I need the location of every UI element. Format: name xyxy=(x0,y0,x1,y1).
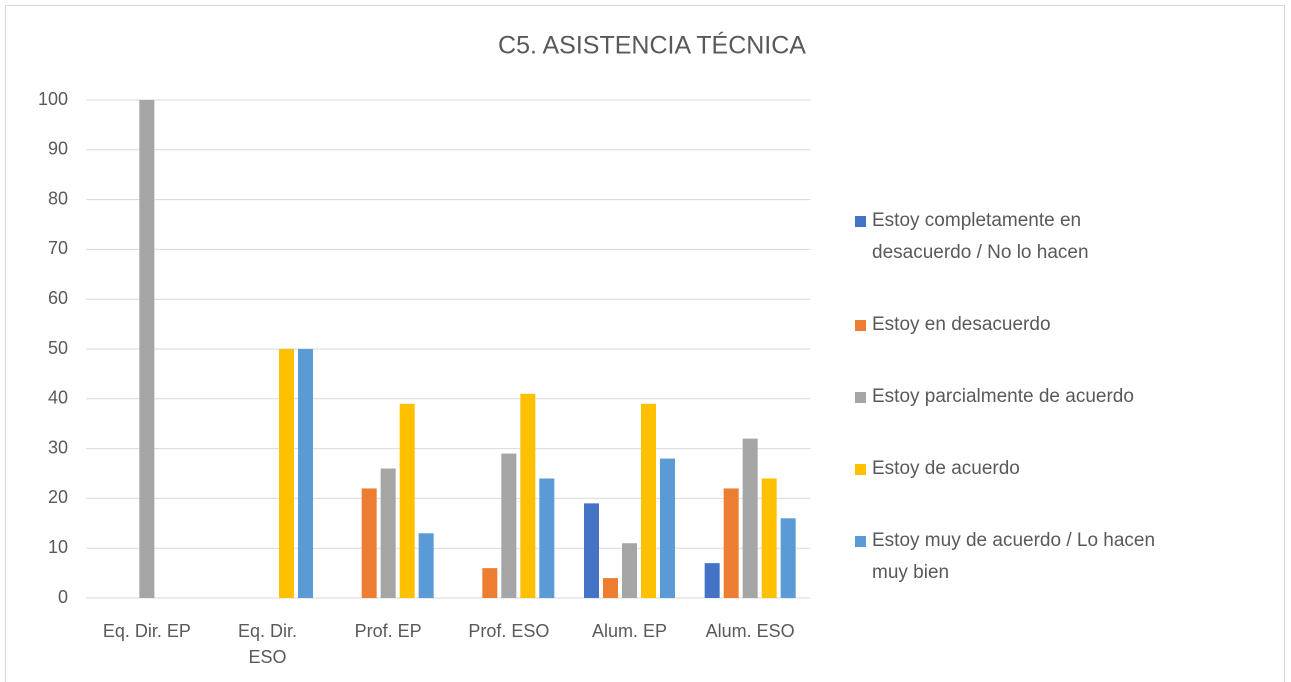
legend-swatch xyxy=(855,536,866,547)
legend-swatch xyxy=(855,392,866,403)
legend-item: Estoy muy de acuerdo / Lo hacen muy bien xyxy=(855,525,1185,589)
x-tick-label: Eq. Dir. ESO xyxy=(238,621,297,667)
y-tick-label: 60 xyxy=(48,288,68,308)
y-tick-label: 10 xyxy=(48,537,68,557)
bar xyxy=(279,349,294,598)
bar xyxy=(418,533,434,598)
bar xyxy=(298,349,313,598)
bar xyxy=(361,488,377,598)
legend-label: Estoy parcialmente de acuerdo xyxy=(872,386,1134,407)
x-tick-label: Alum. ESO xyxy=(706,621,795,641)
legend-label: Estoy de acuerdo xyxy=(872,458,1020,479)
y-tick-label: 40 xyxy=(48,388,68,408)
bar xyxy=(603,578,618,598)
bar xyxy=(723,488,739,598)
bar xyxy=(641,403,656,598)
legend: Estoy completamente en desacuerdo / No l… xyxy=(855,205,1185,629)
y-tick-label: 0 xyxy=(58,587,68,607)
chart-title: C5. ASISTENCIA TÉCNICA xyxy=(498,31,806,60)
bar xyxy=(520,393,536,598)
bar xyxy=(501,453,517,598)
y-tick-label: 50 xyxy=(48,338,68,358)
x-tick-label: Eq. Dir. EP xyxy=(103,621,191,641)
y-tick-label: 80 xyxy=(48,188,68,208)
y-tick-label: 90 xyxy=(48,139,68,159)
bar xyxy=(660,458,675,598)
y-tick-label: 30 xyxy=(48,437,68,457)
y-tick-label: 20 xyxy=(48,487,68,507)
bar xyxy=(622,543,637,598)
legend-swatch xyxy=(855,464,866,475)
bar xyxy=(704,563,720,598)
y-tick-label: 70 xyxy=(48,238,68,258)
bar xyxy=(780,518,796,598)
legend-item: Estoy de acuerdo xyxy=(855,453,1185,485)
legend-swatch xyxy=(855,320,866,331)
x-tick-label: Alum. EP xyxy=(592,621,667,641)
bar xyxy=(584,503,599,598)
legend-label: Estoy muy de acuerdo / Lo hacen muy bien xyxy=(872,530,1156,583)
bar xyxy=(742,438,758,598)
legend-label: Estoy en desacuerdo xyxy=(872,314,1051,335)
bar xyxy=(399,403,415,598)
bar xyxy=(482,568,498,598)
bar xyxy=(139,100,155,598)
legend-item: Estoy completamente en desacuerdo / No l… xyxy=(855,205,1185,269)
bar xyxy=(539,478,555,598)
bar xyxy=(380,468,396,598)
y-tick-label: 100 xyxy=(38,89,68,109)
legend-swatch xyxy=(855,216,866,227)
x-tick-label: Prof. ESO xyxy=(468,621,549,641)
legend-item: Estoy parcialmente de acuerdo xyxy=(855,381,1185,413)
x-tick-label: Prof. EP xyxy=(355,621,422,641)
legend-item: Estoy en desacuerdo xyxy=(855,309,1185,341)
chart-border xyxy=(5,5,1285,682)
legend-label: Estoy completamente en desacuerdo / No l… xyxy=(872,210,1089,263)
bar xyxy=(761,478,777,598)
